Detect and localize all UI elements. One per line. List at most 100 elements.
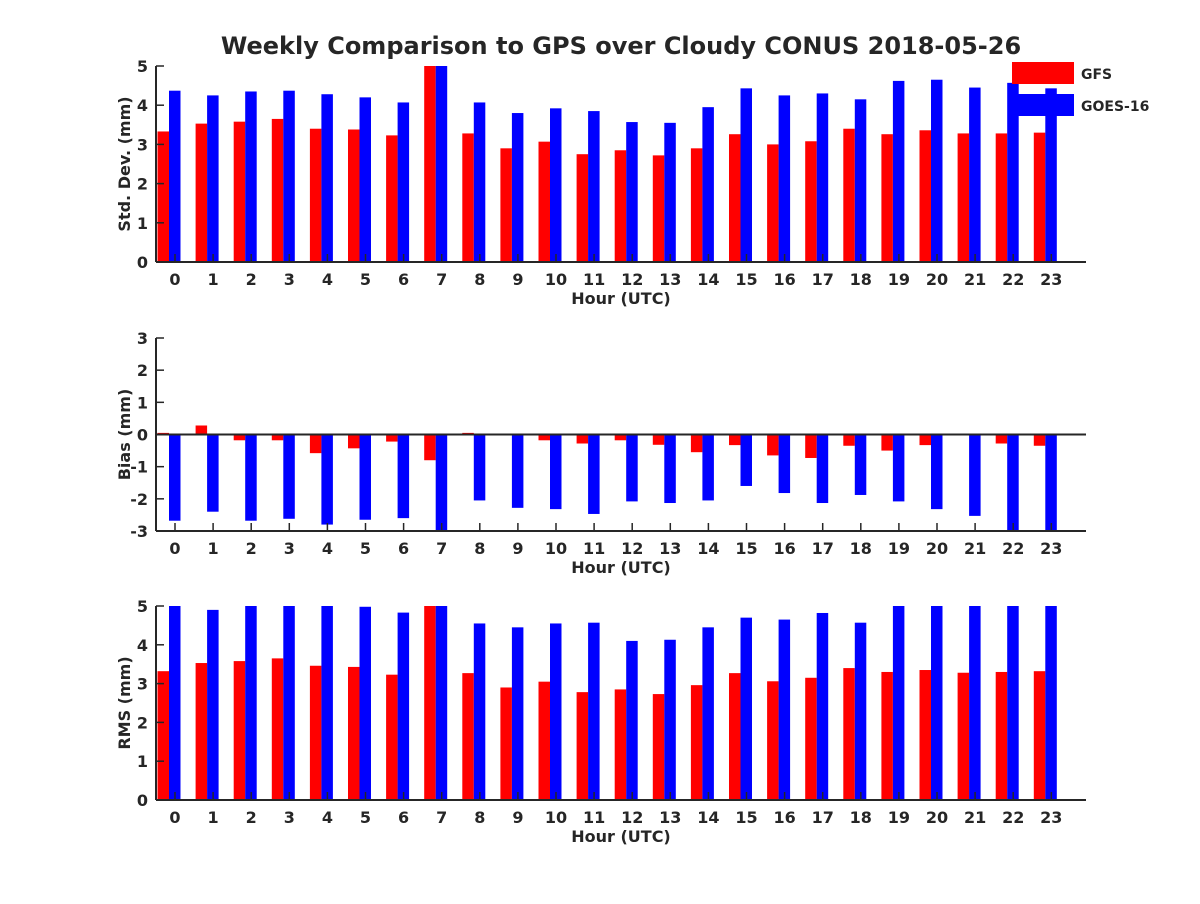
y-tick-label: -1 <box>130 458 148 477</box>
x-tick-label: 4 <box>322 808 333 827</box>
bar-gfs-6 <box>386 434 398 442</box>
bar-gfs-23 <box>1033 434 1046 446</box>
x-tick-label: 5 <box>360 270 371 289</box>
x-tick-label: 13 <box>659 808 681 827</box>
bar-goes-16-21 <box>969 87 981 262</box>
bar-goes-16-16 <box>778 95 791 263</box>
x-tick-label: 4 <box>322 270 333 289</box>
bar-goes-16-12 <box>626 640 638 800</box>
x-tick-label: 9 <box>512 808 523 827</box>
x-tick-label: 7 <box>436 539 447 558</box>
bar-goes-16-7 <box>435 434 448 531</box>
x-tick-label: 19 <box>888 808 910 827</box>
y-tick-label: 1 <box>137 752 148 771</box>
bar-goes-16-2 <box>245 606 257 800</box>
bar-goes-16-21 <box>969 434 981 516</box>
bar-goes-16-1 <box>207 434 219 512</box>
x-tick-label: 6 <box>398 539 409 558</box>
bar-goes-16-5 <box>359 606 371 800</box>
bar-gfs-19 <box>881 671 893 800</box>
bar-gfs-14 <box>690 148 703 262</box>
bar-gfs-11 <box>576 434 589 444</box>
bar-goes-16-11 <box>588 111 600 262</box>
bar-gfs-17 <box>805 677 817 800</box>
bar-gfs-22 <box>995 133 1008 262</box>
x-tick-label: 22 <box>1002 539 1024 558</box>
x-tick-label: 9 <box>512 539 523 558</box>
bar-gfs-15 <box>729 673 741 800</box>
bar-gfs-17 <box>805 434 817 458</box>
bar-gfs-23 <box>1033 671 1046 800</box>
bar-goes-16-23 <box>1045 88 1057 263</box>
bar-gfs-17 <box>805 141 817 262</box>
bar-gfs-4 <box>309 128 322 262</box>
x-tick-label: 6 <box>398 808 409 827</box>
x-tick-label: 4 <box>322 539 333 558</box>
bar-goes-16-3 <box>283 90 295 262</box>
x-tick-label: 0 <box>169 270 180 289</box>
y-tick-label: 5 <box>137 597 148 616</box>
bar-goes-16-15 <box>740 434 752 486</box>
x-tick-label: 21 <box>964 808 986 827</box>
x-tick-label: 2 <box>246 539 257 558</box>
bar-goes-16-11 <box>588 622 600 800</box>
x-tick-label: 1 <box>208 539 219 558</box>
x-tick-label: 14 <box>697 270 719 289</box>
x-tick-label: 10 <box>545 808 567 827</box>
x-tick-label: 3 <box>284 539 295 558</box>
bar-gfs-0 <box>157 131 169 262</box>
bar-goes-16-13 <box>664 639 676 800</box>
bar-goes-16-18 <box>854 99 867 262</box>
x-tick-label: 12 <box>621 270 643 289</box>
x-tick-label: 23 <box>1040 808 1062 827</box>
legend-label: GFS <box>1081 67 1112 83</box>
x-tick-label: 21 <box>964 539 986 558</box>
x-tick-label: 12 <box>621 539 643 558</box>
bar-gfs-5 <box>348 666 360 800</box>
bar-gfs-18 <box>843 128 855 262</box>
bar-goes-16-10 <box>550 434 562 510</box>
y-tick-label: -3 <box>130 522 148 541</box>
bar-goes-16-4 <box>321 434 333 525</box>
x-tick-label: 0 <box>169 808 180 827</box>
bar-gfs-11 <box>576 692 589 800</box>
y-tick-label: 1 <box>137 393 148 412</box>
x-tick-label: 2 <box>246 808 257 827</box>
y-tick-label: 4 <box>137 636 148 655</box>
bar-goes-16-15 <box>740 88 752 263</box>
x-tick-label: 14 <box>697 539 719 558</box>
x-tick-label: 5 <box>360 808 371 827</box>
bar-gfs-7 <box>424 606 436 800</box>
y-tick-label: 3 <box>137 675 148 694</box>
bar-gfs-8 <box>462 673 474 800</box>
x-tick-label: 1 <box>208 808 219 827</box>
bar-goes-16-20 <box>931 79 943 262</box>
bar-goes-16-14 <box>702 107 714 262</box>
x-axis-label: Hour (UTC) <box>571 289 671 308</box>
bar-goes-16-0 <box>169 434 181 521</box>
bar-gfs-22 <box>995 434 1008 444</box>
bar-gfs-11 <box>576 154 589 262</box>
x-tick-label: 17 <box>812 808 834 827</box>
bar-goes-16-10 <box>550 108 562 262</box>
bar-goes-16-7 <box>435 606 448 800</box>
x-axis-label: Hour (UTC) <box>571 558 671 577</box>
x-tick-label: 19 <box>888 539 910 558</box>
x-tick-label: 16 <box>773 808 795 827</box>
x-tick-label: 9 <box>512 270 523 289</box>
bar-goes-16-22 <box>1007 434 1019 531</box>
y-tick-label: 0 <box>137 791 148 810</box>
x-tick-label: 18 <box>850 539 872 558</box>
bar-gfs-13 <box>652 694 665 800</box>
bar-gfs-12 <box>614 150 627 262</box>
bar-gfs-21 <box>957 133 970 262</box>
x-tick-label: 10 <box>545 539 567 558</box>
bar-gfs-8 <box>462 133 474 262</box>
bar-gfs-18 <box>843 668 855 800</box>
y-axis-label: Std. Dev. (mm) <box>115 96 134 231</box>
bar-goes-16-9 <box>511 434 524 508</box>
x-axis-label: Hour (UTC) <box>571 827 671 846</box>
x-tick-label: 20 <box>926 539 948 558</box>
